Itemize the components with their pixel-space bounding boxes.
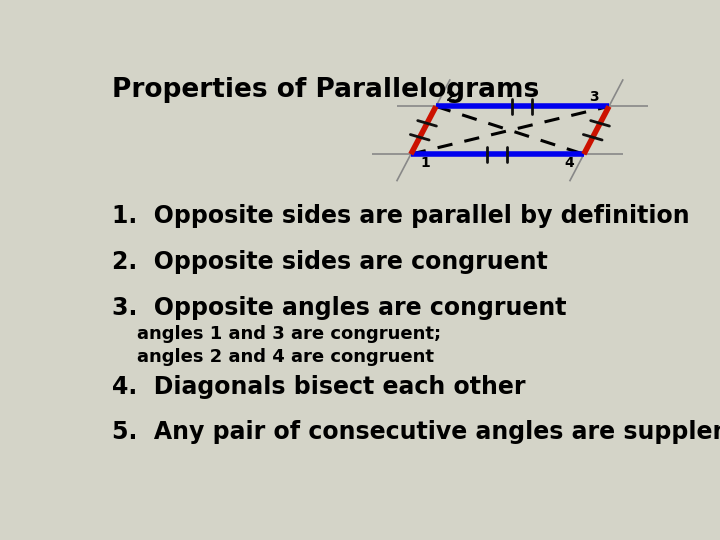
Text: angles 1 and 3 are congruent;: angles 1 and 3 are congruent; <box>112 325 441 343</box>
Text: 2.  Opposite sides are congruent: 2. Opposite sides are congruent <box>112 250 548 274</box>
Text: 1: 1 <box>421 156 431 170</box>
Text: 4: 4 <box>564 156 574 170</box>
Text: 1.  Opposite sides are parallel by definition: 1. Opposite sides are parallel by defini… <box>112 204 690 228</box>
Text: 2: 2 <box>446 90 456 104</box>
Text: 3: 3 <box>589 90 599 104</box>
Text: 5.  Any pair of consecutive angles are supplementary: 5. Any pair of consecutive angles are su… <box>112 420 720 444</box>
Text: 3.  Opposite angles are congruent: 3. Opposite angles are congruent <box>112 295 567 320</box>
Text: Properties of Parallelograms: Properties of Parallelograms <box>112 77 539 103</box>
Text: angles 2 and 4 are congruent: angles 2 and 4 are congruent <box>112 348 434 366</box>
Text: 4.  Diagonals bisect each other: 4. Diagonals bisect each other <box>112 375 526 399</box>
